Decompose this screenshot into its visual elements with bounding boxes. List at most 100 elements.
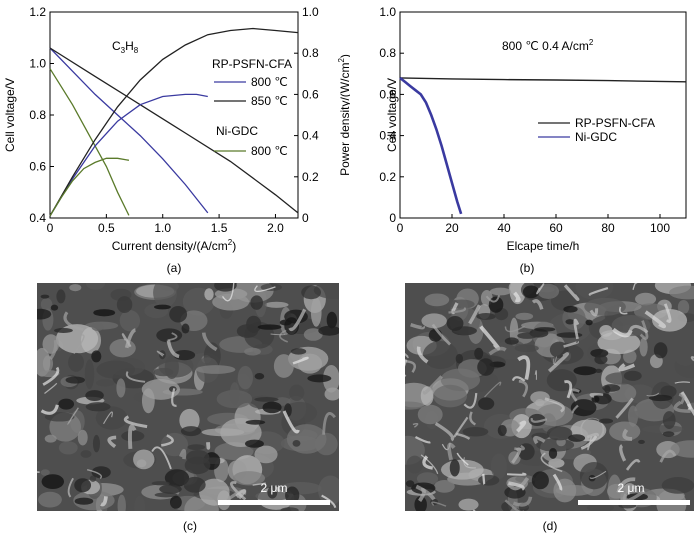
sem-grain	[670, 440, 694, 458]
sem-highlight	[588, 287, 609, 296]
sem-highlight	[434, 422, 455, 442]
sem-grain	[421, 313, 447, 329]
chart-a-series-rp800-voltage	[49, 47, 209, 214]
sem-highlight	[431, 323, 452, 346]
chart-a-fuel-label: C3H8	[112, 39, 139, 55]
sem-pore	[91, 350, 102, 363]
sem-grain	[611, 314, 651, 337]
sem-highlight	[410, 322, 426, 330]
sem-highlight	[431, 501, 447, 507]
sem-pore	[568, 434, 586, 442]
caption-b: (b)	[519, 261, 535, 275]
sem-grain	[628, 409, 669, 419]
sem-grain	[289, 384, 305, 401]
sem-highlight	[587, 436, 593, 451]
sem-pore	[648, 394, 673, 402]
sem-pore	[522, 285, 540, 299]
sem-grain	[69, 284, 82, 292]
sem-pore	[92, 434, 101, 453]
chart-b-series-nigdc	[399, 76, 463, 215]
sem-grain	[496, 340, 527, 360]
chart-b-ytick-label: 0.2	[379, 170, 396, 184]
sem-pore	[121, 430, 145, 442]
sem-highlight	[482, 473, 486, 485]
sem-grain	[597, 331, 641, 355]
sem-highlight	[254, 285, 276, 293]
sem-pore	[476, 312, 496, 320]
sem-pore	[262, 401, 282, 414]
sem-pore	[280, 507, 299, 511]
sem-highlight	[589, 308, 599, 317]
sem-highlight	[405, 352, 409, 359]
sem-grain	[530, 391, 550, 404]
sem-grain	[260, 283, 282, 292]
sem-grain	[86, 283, 105, 290]
sem-pore	[186, 449, 210, 465]
sem-pore	[50, 304, 59, 311]
sem-grain	[297, 353, 323, 374]
sem-highlight	[508, 481, 525, 491]
sem-pore	[187, 444, 206, 451]
sem-grain	[310, 297, 322, 327]
sem-highlight	[321, 494, 337, 508]
chart-b-xtick-label: 100	[650, 221, 670, 235]
sem-pore	[662, 411, 676, 429]
sem-highlight	[564, 380, 573, 399]
sem-pore	[474, 347, 484, 360]
chart-a-y2tick-label: 0	[302, 211, 309, 225]
chart-a-y2label: Power density/(W/cm2)	[337, 54, 350, 176]
sem-highlight	[73, 334, 85, 355]
chart-b-ytick-label: 0.8	[379, 46, 396, 60]
sem-highlight	[107, 435, 117, 449]
sem-grain	[95, 379, 115, 387]
sem-highlight	[415, 484, 436, 501]
sem-highlight	[628, 324, 649, 334]
sem-pore	[159, 350, 166, 360]
sem-highlight	[504, 499, 524, 511]
sem-highlight	[485, 294, 501, 303]
sem-pore	[604, 385, 611, 394]
sem-pore	[85, 402, 111, 412]
sem-highlight	[127, 424, 137, 450]
sem-pore	[181, 323, 190, 334]
sem-highlight	[422, 455, 434, 470]
sem-grain	[232, 471, 266, 486]
sem-highlight	[639, 320, 649, 340]
sem-pore	[159, 484, 182, 494]
chart-a-y2tick-label: 0.8	[302, 46, 319, 60]
sem-highlight	[252, 482, 266, 486]
sem-highlight	[533, 435, 546, 445]
legend-nigdc800-label: 800 ℃	[251, 144, 288, 158]
sem-highlight	[589, 392, 604, 398]
sem-grain	[677, 299, 690, 315]
sem-pore	[292, 439, 301, 447]
chart-a-series-nigdc800-voltage	[49, 68, 130, 216]
sem-pore	[573, 366, 597, 376]
sem-highlight	[674, 381, 691, 384]
sem-grain	[37, 347, 51, 377]
sem-highlight	[646, 392, 660, 397]
sem-pore	[548, 448, 558, 459]
legend-rp800-label: 800 ℃	[251, 75, 288, 89]
sem-highlight	[279, 329, 289, 343]
sem-highlight	[405, 360, 416, 373]
sem-highlight	[322, 412, 336, 435]
sem-texture-d	[405, 283, 694, 511]
sem-grain	[116, 378, 126, 398]
sem-pore	[598, 418, 614, 424]
scale-label-c: 2 μm	[260, 481, 288, 495]
sem-pore	[477, 358, 495, 376]
sem-pore	[405, 480, 415, 487]
sem-grain	[196, 365, 236, 374]
sem-grain	[458, 498, 479, 511]
sem-pore	[585, 319, 593, 326]
sem-highlight	[422, 375, 443, 395]
sem-highlight	[514, 444, 525, 451]
sem-pore	[93, 309, 116, 317]
sem-highlight	[531, 299, 544, 310]
sem-highlight	[171, 388, 177, 407]
sem-grain	[119, 310, 141, 332]
sem-highlight	[512, 496, 533, 507]
scale-bar-d	[578, 500, 690, 505]
chart-b-xtick-label: 0	[397, 221, 404, 235]
